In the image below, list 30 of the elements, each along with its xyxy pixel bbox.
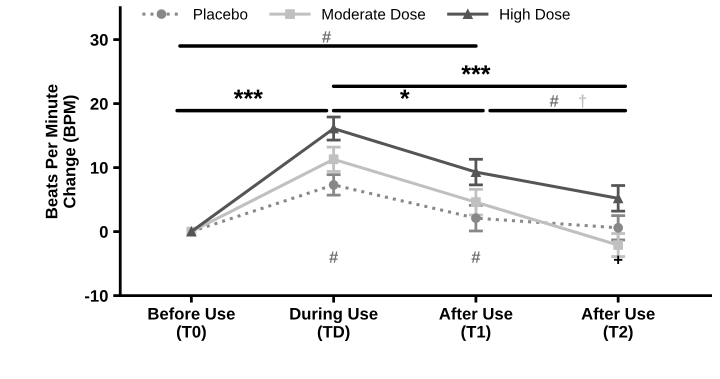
y-tick-label: 10 — [90, 162, 108, 174]
y-tick-label: 20 — [90, 98, 108, 110]
y-tick-label: -10 — [85, 290, 108, 302]
x-tick-label: Before Use (T0) — [148, 307, 235, 341]
annotation: † — [579, 94, 586, 108]
point — [471, 213, 481, 224]
point — [328, 154, 338, 164]
annotation: + — [614, 256, 622, 264]
x-tick-label: After Use (T2) — [582, 307, 655, 341]
legend-label: High Dose — [500, 8, 570, 23]
annotation: # — [329, 251, 338, 263]
y-axis-title: Beats Per Minute Change (BPM) — [45, 84, 79, 218]
legend-label: Moderate Dose — [322, 8, 426, 20]
annotation: # — [550, 95, 559, 107]
point — [328, 124, 338, 134]
y-tick-label: 0 — [100, 226, 108, 238]
point — [471, 167, 481, 177]
annotation: *** — [461, 65, 490, 75]
annotation: * — [400, 90, 410, 99]
point — [328, 180, 338, 190]
y-tick-label: 30 — [90, 34, 108, 46]
point — [471, 197, 481, 208]
annotation: *** — [234, 90, 263, 99]
annotation: # — [322, 31, 331, 43]
x-tick-label: During Use (TD) — [290, 307, 378, 341]
annotation: # — [472, 251, 480, 263]
point — [613, 222, 624, 233]
point — [613, 240, 624, 250]
x-tick-label: After Use (T1) — [439, 307, 512, 341]
legend-label: Placebo — [194, 8, 248, 20]
